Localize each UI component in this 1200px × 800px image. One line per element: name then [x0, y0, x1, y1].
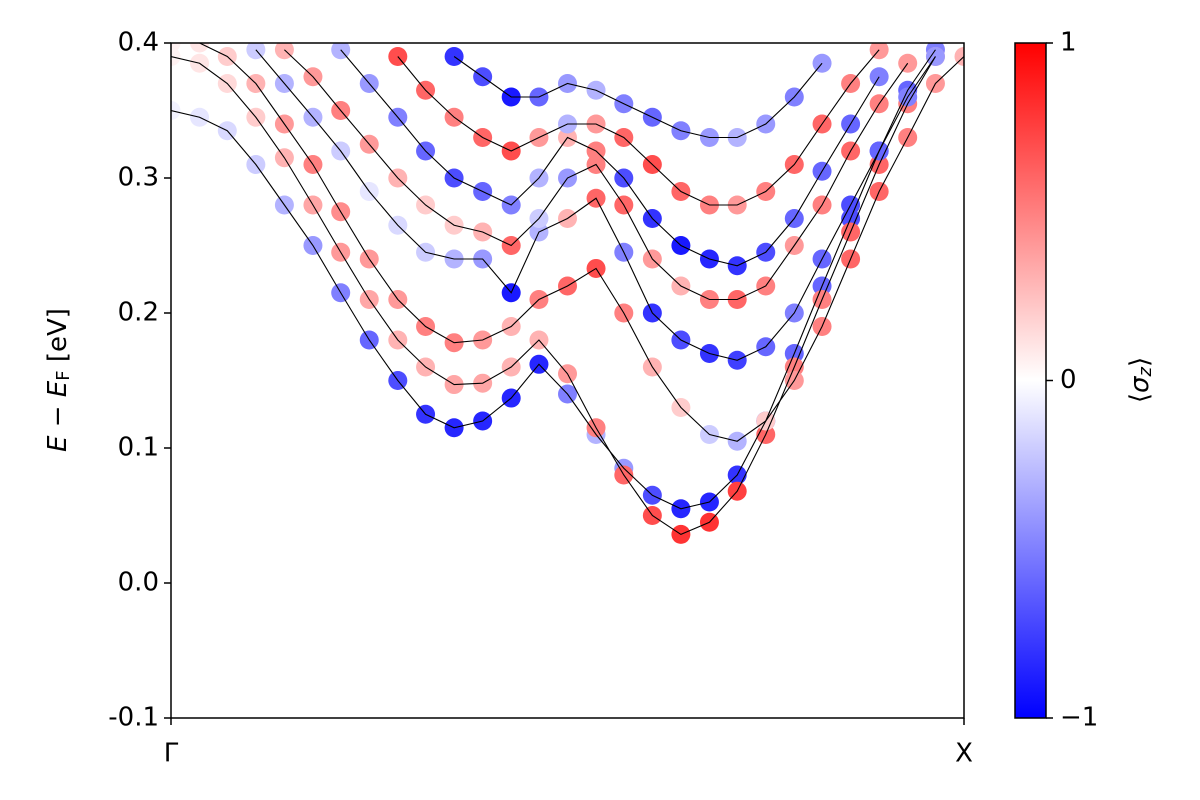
plot-area — [171, 43, 964, 544]
y-tick-label: 0.1 — [118, 433, 159, 463]
band-line — [397, 49, 880, 206]
y-tick-label: 0.4 — [118, 28, 159, 58]
y-tick-label: 0.0 — [118, 568, 159, 598]
cb-label-part: σ — [1125, 375, 1155, 393]
band-point — [171, 43, 181, 53]
band-line — [284, 49, 909, 301]
y-label-part: F — [53, 370, 74, 380]
band-line — [255, 49, 936, 361]
y-label-part: [eV] — [43, 308, 73, 370]
band-line — [171, 49, 936, 510]
colorbar — [1014, 42, 1047, 719]
cb-label-part: z — [1135, 366, 1156, 377]
band-point — [274, 43, 294, 60]
y-tick-label: 0.2 — [118, 298, 159, 328]
y-tick-label: 0.3 — [118, 163, 159, 193]
band-line — [171, 55, 936, 536]
colorbar-tick-label: 1 — [1060, 28, 1077, 58]
band-point — [171, 101, 181, 120]
x-tick-label: Γ — [164, 739, 179, 769]
band-line — [171, 43, 964, 442]
y-label-part: E — [43, 380, 73, 397]
colorbar-tick-label: −1 — [1060, 703, 1098, 733]
y-axis-label: E − EF [eV] — [43, 308, 75, 452]
colorbar-label: ⟨σz⟩ — [1125, 357, 1157, 403]
cb-label-part: ⟩ — [1125, 357, 1155, 367]
colorbar-tick-label: 0 — [1060, 365, 1077, 395]
x-tick-label: X — [955, 739, 973, 769]
band-point — [954, 47, 964, 66]
y-label-part: − — [43, 397, 73, 435]
cb-label-part: ⟨ — [1125, 393, 1155, 403]
y-label-part: E — [43, 435, 73, 452]
band-line — [340, 49, 880, 267]
axes-frame — [170, 42, 965, 719]
y-tick-label: -0.1 — [108, 703, 159, 733]
band-line — [453, 56, 823, 139]
